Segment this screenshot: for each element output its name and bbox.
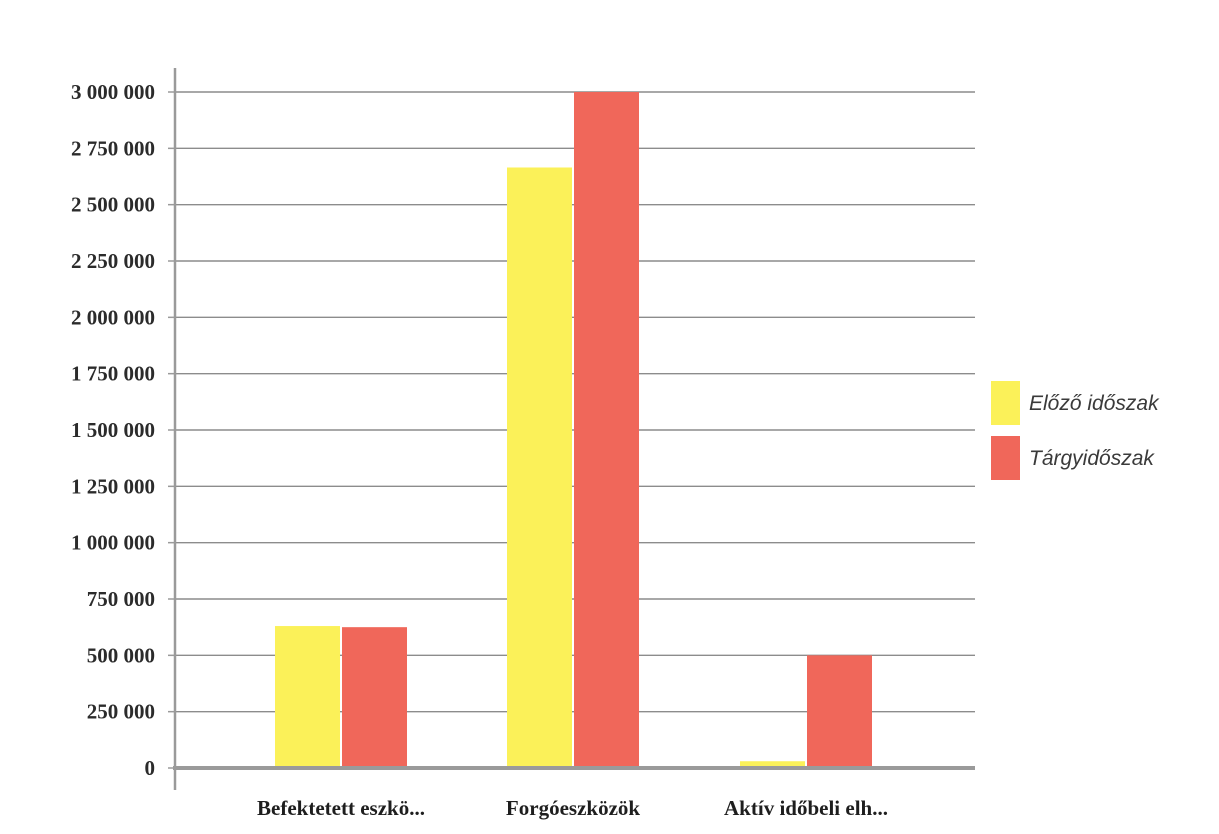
y-tick-label: 3 000 000 [71, 80, 155, 104]
y-tick-label: 2 750 000 [71, 136, 155, 160]
bar-elozo-0 [275, 626, 340, 768]
legend-swatch [991, 436, 1020, 480]
x-tick-label: Aktív időbeli elh... [724, 796, 888, 820]
y-tick-label: 0 [145, 756, 156, 780]
y-tick-label: 2 250 000 [71, 249, 155, 273]
y-tick-label: 500 000 [87, 643, 155, 667]
legend: Előző időszak Tárgyidőszak [991, 381, 1160, 480]
y-tick-label: 2 000 000 [71, 305, 155, 329]
y-tick-label: 1 250 000 [71, 474, 155, 498]
y-tick-label: 250 000 [87, 700, 155, 724]
bar-targy-0 [342, 627, 407, 768]
y-tick-label: 1 000 000 [71, 531, 155, 555]
y-tick-label: 2 500 000 [71, 193, 155, 217]
y-tick-label: 1 500 000 [71, 418, 155, 442]
legend-label: Előző időszak [1029, 392, 1160, 415]
x-tick-label: Befektetett eszkö... [257, 796, 425, 820]
x-axis-ticks: Befektetett eszkö... Forgóeszközök Aktív i… [257, 796, 888, 820]
y-tick-label: 1 750 000 [71, 362, 155, 386]
legend-label: Tárgyidőszak [1029, 447, 1155, 470]
y-axis-ticks: 0 250 000 500 000 750 000 1 000 000 1 250 000… [71, 80, 175, 780]
bars [275, 92, 872, 768]
bar-elozo-2 [740, 761, 805, 768]
bar-targy-2 [807, 655, 872, 768]
bar-targy-1 [574, 92, 639, 768]
bar-elozo-1 [507, 167, 572, 768]
y-tick-label: 750 000 [87, 587, 155, 611]
axes [173, 68, 975, 790]
legend-swatch [991, 381, 1020, 425]
x-tick-label: Forgóeszközök [506, 796, 640, 820]
